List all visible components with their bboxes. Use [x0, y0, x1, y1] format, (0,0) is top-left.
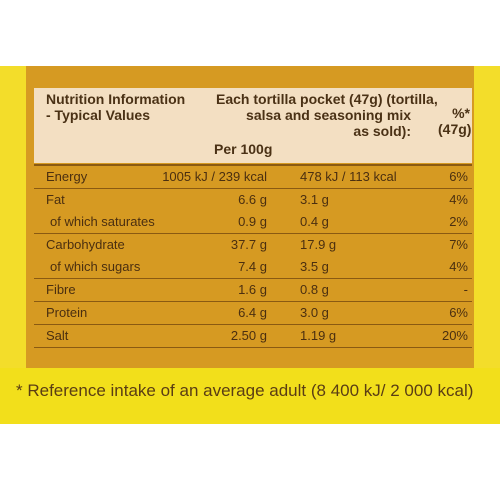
table-row: Salt 2.50 g 1.19 g 20%	[34, 324, 472, 348]
value-per-portion: 3.1 g	[300, 192, 329, 207]
value-per-portion: 17.9 g	[300, 237, 337, 252]
table-row: Energy 1005 kJ / 239 kcal 478 kJ / 113 k…	[34, 164, 472, 188]
percent-ri: 7%	[449, 237, 468, 252]
header-percent: %* (47g)	[438, 105, 472, 137]
table-header: Nutrition Information - Typical Values E…	[34, 88, 472, 163]
header-percent-line2: (47g)	[438, 121, 472, 137]
nutrient-name: of which sugars	[50, 259, 141, 274]
table-row: of which sugars 7.4 g 3.5 g 4%	[34, 256, 472, 278]
nutrient-name: Carbohydrate	[46, 237, 125, 252]
nutrient-name: of which saturates	[50, 214, 155, 229]
value-per-portion: 1.19 g	[300, 328, 337, 343]
value-per-portion: 0.4 g	[300, 214, 329, 229]
nutrient-name: Salt	[46, 328, 69, 343]
value-per-portion: 3.0 g	[300, 305, 329, 320]
percent-ri: 4%	[449, 192, 468, 207]
header-portion-line2: salsa and seasoning mix	[246, 107, 411, 123]
value-per-portion: 0.8 g	[300, 282, 329, 297]
header-percent-line1: %*	[452, 105, 470, 121]
percent-ri: -	[463, 282, 468, 297]
table-row: Fat 6.6 g 3.1 g 4%	[34, 188, 472, 211]
percent-ri: 6%	[449, 169, 468, 184]
value-per-100g: 1.6 g	[238, 282, 267, 297]
table-row: Carbohydrate 37.7 g 17.9 g 7%	[34, 233, 472, 256]
percent-ri: 20%	[441, 328, 468, 343]
nutrient-name: Fibre	[46, 282, 76, 297]
value-per-100g: 6.4 g	[238, 305, 267, 320]
header-portion-line3: as sold):	[353, 123, 411, 139]
header-title-line1: Nutrition Information	[46, 91, 186, 107]
value-per-100g: 0.9 g	[238, 214, 267, 229]
nutrient-name: Protein	[46, 305, 88, 320]
value-per-portion: 3.5 g	[300, 259, 329, 274]
percent-ri: 4%	[449, 259, 468, 274]
nutrient-name: Fat	[46, 192, 65, 207]
value-per-100g: 6.6 g	[238, 192, 267, 207]
value-per-100g: 1005 kJ / 239 kcal	[162, 169, 267, 184]
yellow-edge-left	[0, 66, 26, 424]
nutrient-name: Energy	[46, 169, 88, 184]
header-portion-line1: Each tortilla pocket (47g) (tortilla,	[216, 91, 438, 107]
value-per-100g: 7.4 g	[238, 259, 267, 274]
percent-ri: 2%	[449, 214, 468, 229]
header-per-100g: Per 100g	[214, 141, 273, 157]
reference-intake-note: * Reference intake of an average adult (…	[16, 381, 474, 400]
value-per-100g: 2.50 g	[230, 328, 267, 343]
header-title-line2: - Typical Values	[46, 107, 151, 123]
reference-intake-footer: * Reference intake of an average adult (…	[0, 368, 500, 424]
table-row: Protein 6.4 g 3.0 g 6%	[34, 301, 472, 324]
value-per-portion: 478 kJ / 113 kcal	[300, 169, 397, 184]
nutrition-table: Energy 1005 kJ / 239 kcal 478 kJ / 113 k…	[34, 164, 472, 348]
header-portion: Each tortilla pocket (47g) (tortilla, sa…	[216, 91, 438, 139]
table-row: of which saturates 0.9 g 0.4 g 2%	[34, 211, 472, 233]
header-title: Nutrition Information - Typical Values	[46, 91, 185, 123]
percent-ri: 6%	[449, 305, 468, 320]
table-row: Fibre 1.6 g 0.8 g -	[34, 278, 472, 301]
orange-band	[0, 356, 500, 368]
yellow-edge-right	[474, 66, 500, 424]
value-per-100g: 37.7 g	[230, 237, 267, 252]
